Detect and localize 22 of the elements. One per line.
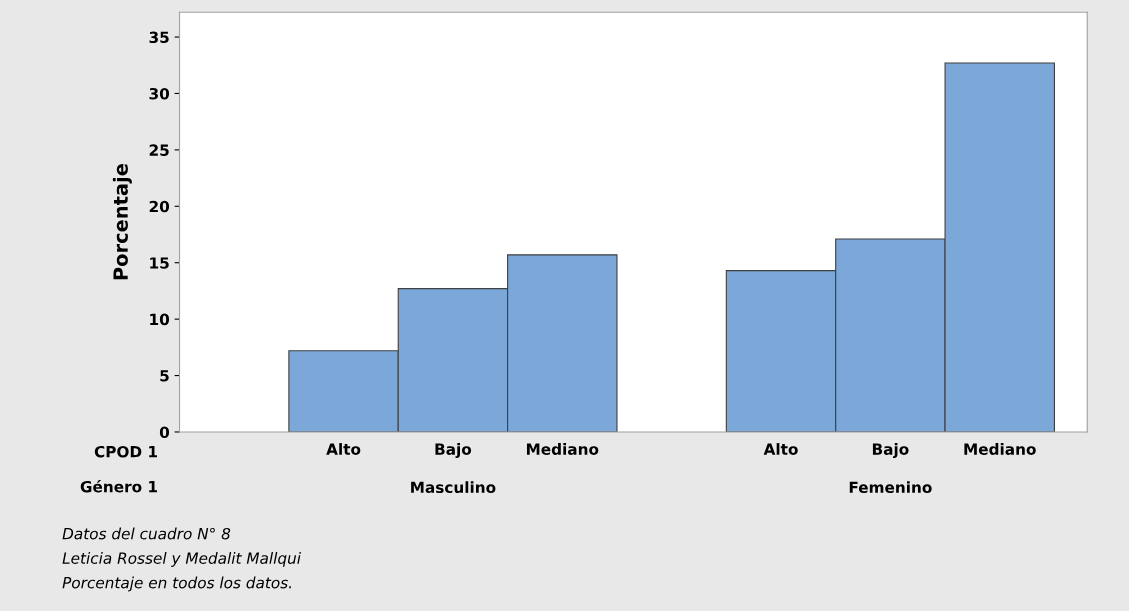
text: Género 1 xyxy=(80,480,158,493)
y-tick-label: 35 xyxy=(149,31,169,44)
text: Porcentaje en todos los datos. xyxy=(62,576,291,592)
y-tick-label: 15 xyxy=(150,257,169,269)
text: Leticia Rossel y Medalit Mallqui xyxy=(62,552,301,567)
y-tick-label: 0 xyxy=(159,426,170,438)
y-tick-label: 20 xyxy=(149,200,170,213)
text: Masculino xyxy=(411,481,496,494)
y-tick-label: 30 xyxy=(149,87,170,100)
y-tick-label: 5 xyxy=(160,370,169,382)
x-tick-label: Bajo xyxy=(435,443,472,458)
text: Femenino xyxy=(849,481,932,494)
y-tick-label: 25 xyxy=(149,144,169,156)
x-tick-label: Bajo xyxy=(872,443,909,458)
x-tick-label: Mediano xyxy=(526,443,599,455)
x-tick-label: Alto xyxy=(326,443,361,455)
text: Datos del cuadro N° 8 xyxy=(62,527,231,540)
y-axis-title: Porcentaje xyxy=(112,164,132,280)
x-tick-label: Mediano xyxy=(964,443,1036,455)
x-tick-label: Alto xyxy=(763,443,798,455)
text: CPOD 1 xyxy=(94,445,158,458)
y-tick-label: 10 xyxy=(150,313,170,326)
